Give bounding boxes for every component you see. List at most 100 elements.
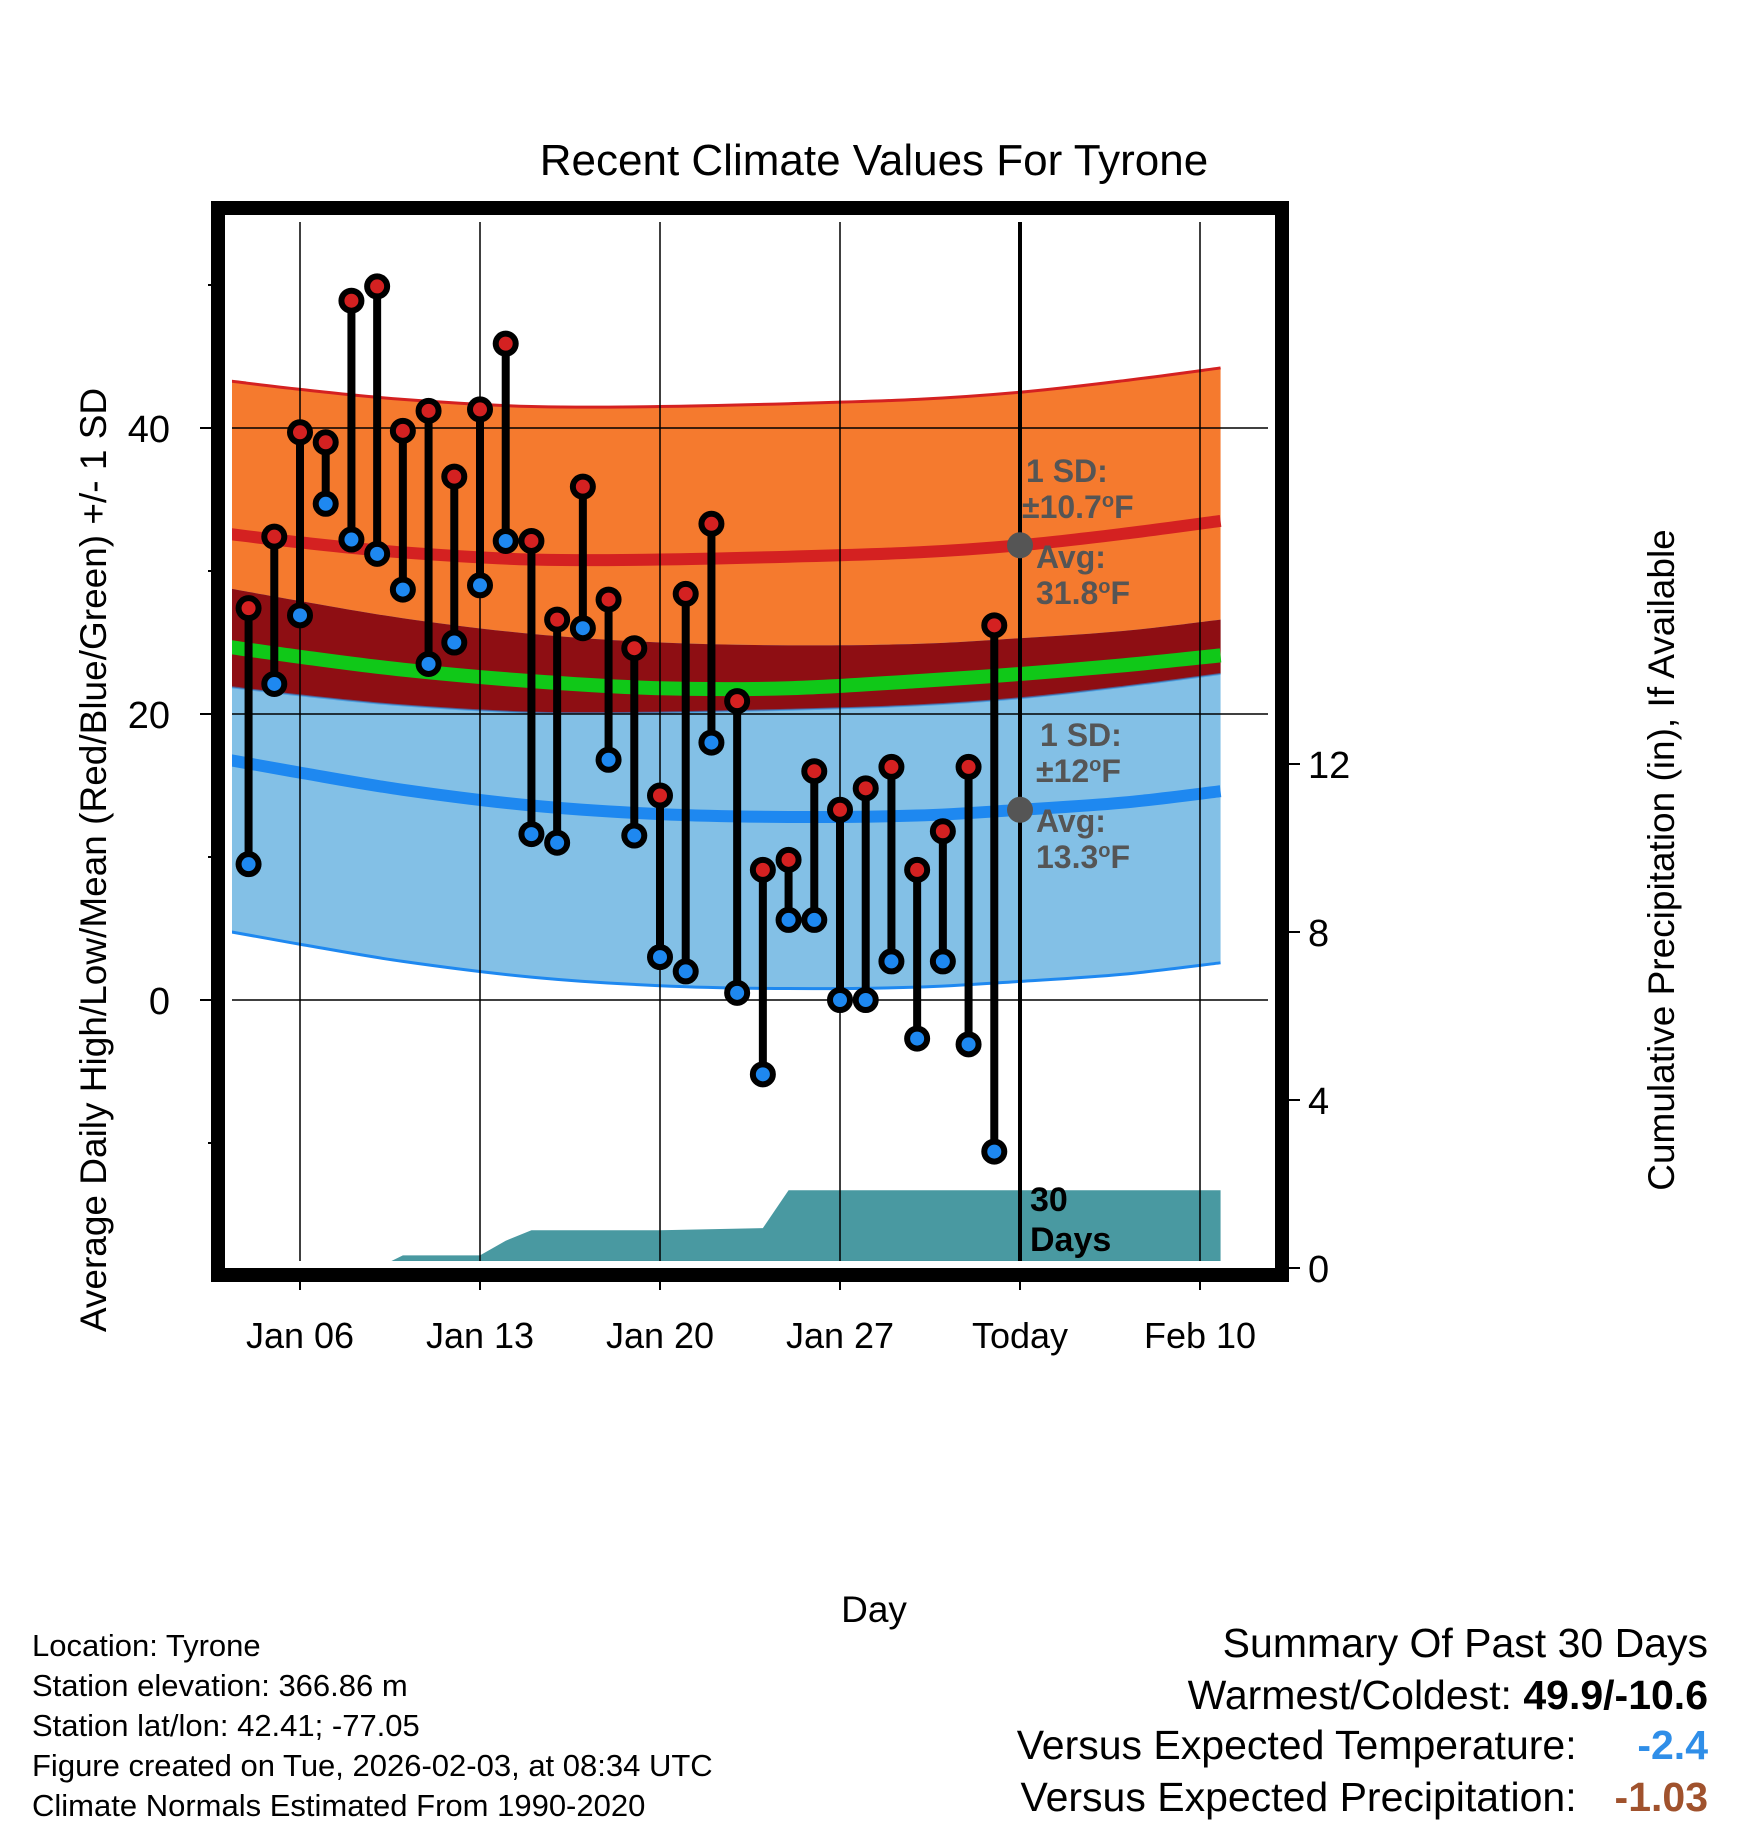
daily-high-point — [569, 473, 596, 500]
x-tick-label: Jan 20 — [606, 1315, 714, 1356]
daily-high-point — [441, 463, 468, 490]
daily-low-point — [647, 944, 673, 971]
precip-area — [391, 1190, 1221, 1261]
daily-low-point — [467, 572, 493, 599]
daily-high-point — [647, 782, 673, 809]
daily-low-point — [878, 948, 905, 975]
days-label-number: 30 — [1030, 1181, 1068, 1219]
high-avg-label: Avg: — [1036, 539, 1106, 575]
daily-low-point — [364, 540, 391, 567]
y2-tick-label: 4 — [1308, 1081, 1329, 1123]
x-tick-label: Today — [972, 1315, 1068, 1356]
high-sd-upper-line — [232, 366, 1221, 409]
location-text: Location: Tyrone — [32, 1628, 261, 1663]
summary-precip: Versus Expected Precipitation: -1.03 — [1021, 1774, 1709, 1821]
daily-high-point — [955, 753, 982, 780]
daily-high-point — [364, 273, 391, 300]
elevation-text: Station elevation: 366.86 m — [32, 1668, 408, 1703]
plot-frame — [211, 201, 1289, 1282]
daily-high-point — [775, 846, 802, 873]
daily-low-point — [749, 1061, 776, 1088]
y-tick-label: 0 — [149, 981, 170, 1023]
high-sd-lower-line — [232, 672, 1221, 715]
precip-value: -1.03 — [1614, 1774, 1708, 1820]
daily-low-point — [287, 602, 313, 629]
low-sd-label: 1 SD: — [1040, 717, 1122, 753]
daily-high-point — [518, 527, 545, 554]
low-avg-marker — [1007, 796, 1033, 823]
daily-low-point — [852, 987, 879, 1013]
daily-low-point — [621, 822, 648, 849]
daily-low-point — [827, 987, 853, 1013]
y-tick-label: 40 — [128, 409, 170, 451]
normal-mean-line — [232, 640, 1222, 697]
daily-high-point — [595, 586, 622, 613]
daily-low-point — [312, 490, 339, 517]
summary-temp: Versus Expected Temperature: -2.4 — [1017, 1722, 1708, 1769]
daily-high-point — [312, 429, 339, 456]
warmest-label: Warmest/Coldest: — [1187, 1672, 1512, 1718]
daily-low-point — [518, 821, 545, 848]
daily-high-point — [878, 753, 905, 780]
daily-high-point — [827, 796, 853, 823]
daily-high-point — [415, 397, 442, 424]
daily-low-point — [569, 615, 596, 642]
normal-low-line — [232, 754, 1222, 824]
daily-low-point — [389, 576, 416, 603]
daily-high-point — [621, 635, 648, 662]
created-text: Figure created on Tue, 2026-02-03, at 08… — [32, 1748, 713, 1783]
daily-low-point — [801, 906, 828, 933]
daily-high-point — [389, 417, 416, 444]
daily-high-point — [801, 758, 828, 785]
daily-high-point — [904, 856, 931, 883]
daily-high-point — [544, 606, 571, 633]
y2-tick-label: 0 — [1308, 1249, 1329, 1291]
summary-warmest: Warmest/Coldest: 49.9/-10.6 — [1188, 1672, 1708, 1719]
y2-tick-label: 12 — [1308, 745, 1350, 787]
daily-low-point — [904, 1025, 931, 1052]
precip-label: Versus Expected Precipitation: — [1020, 1774, 1577, 1820]
daily-high-point — [698, 510, 725, 537]
warmest-value: 49.9/-10.6 — [1523, 1672, 1708, 1718]
daily-high-point — [467, 396, 493, 423]
daily-low-point — [544, 829, 571, 856]
chart-title: Recent Climate Values For Tyrone — [540, 136, 1208, 185]
daily-high-point — [338, 287, 365, 314]
days-label-text: Days — [1030, 1221, 1111, 1259]
daily-low-point — [595, 746, 622, 773]
high-avg-marker — [1007, 532, 1033, 559]
daily-high-point — [981, 612, 1008, 639]
low-avg-label: Avg: — [1036, 803, 1106, 839]
low-avg-value: 13.3oF — [1036, 839, 1130, 875]
y-axis-label: Average Daily High/Low/Mean (Red/Blue/Gr… — [73, 388, 114, 1332]
y2-axis-label: Cumulative Precipitation (in), If Availa… — [1641, 529, 1682, 1191]
high-sd-value: ±10.7oF — [1022, 489, 1134, 525]
x-axis-label: Day — [841, 1589, 907, 1630]
daily-low-point — [775, 906, 802, 933]
daily-high-point — [261, 523, 288, 550]
low-sd-value: ±12oF — [1036, 753, 1121, 789]
x-tick-label: Feb 10 — [1144, 1315, 1256, 1356]
temp-label: Versus Expected Temperature: — [1016, 1722, 1577, 1768]
daily-high-point — [235, 595, 262, 622]
daily-low-point — [261, 670, 288, 697]
daily-low-point — [235, 851, 262, 878]
high-sd-label: 1 SD: — [1026, 453, 1108, 489]
y2-tick-label: 8 — [1308, 913, 1329, 955]
y-tick-label: 20 — [128, 695, 170, 737]
daily-high-point — [749, 856, 776, 883]
high-avg-value: 31.8oF — [1036, 575, 1130, 611]
temp-value: -2.4 — [1637, 1722, 1708, 1768]
daily-high-point — [287, 419, 313, 446]
summary-title: Summary Of Past 30 Days — [1222, 1620, 1708, 1666]
daily-high-point — [852, 775, 879, 802]
low-sd-lower-line — [232, 930, 1221, 991]
daily-high-point — [724, 688, 751, 715]
normals-text: Climate Normals Estimated From 1990-2020 — [32, 1788, 646, 1823]
daily-high-point — [672, 580, 699, 607]
daily-low-point — [929, 948, 956, 975]
daily-high-point — [929, 818, 956, 845]
